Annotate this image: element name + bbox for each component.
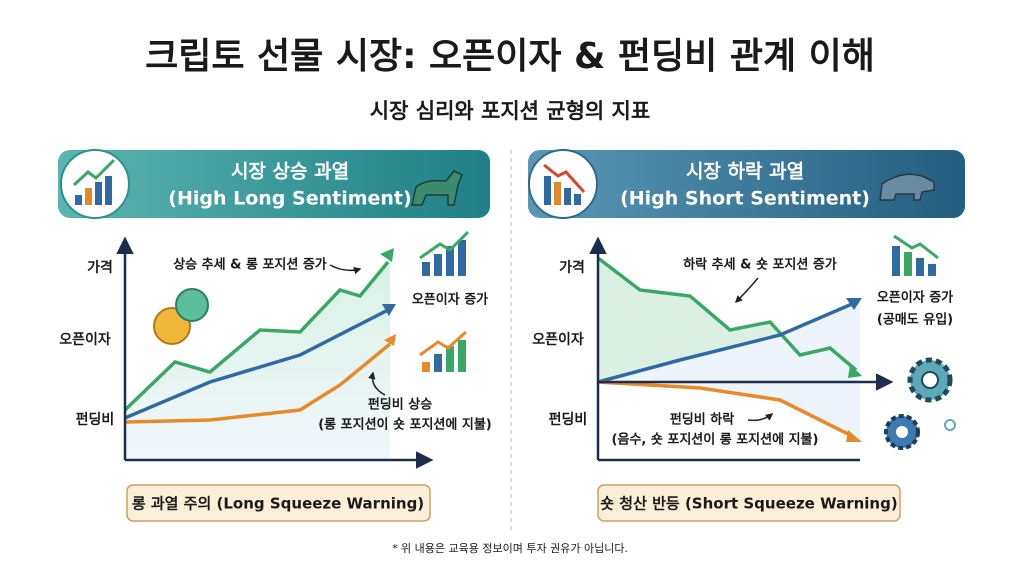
right-panel: 시장 하락 과열 (High Short Sentiment) 가격 오픈이자 …	[528, 149, 965, 522]
price-line	[596, 256, 858, 372]
axis-label: 펀딩비	[76, 411, 115, 428]
area	[598, 300, 860, 440]
coin-icon	[175, 288, 209, 322]
oi-line	[597, 302, 853, 384]
header	[528, 150, 965, 218]
bull-icon	[411, 170, 463, 206]
footnote: * 위 내용은 교육용 정보이며 투자 권유가 아닙니다.	[392, 542, 628, 555]
axis-label: 펀딩비	[549, 411, 588, 428]
gear-icon	[884, 357, 956, 450]
annotation: 하락 추세 & 숏 포지션 증가	[683, 257, 837, 273]
axis-label: 가격	[559, 259, 585, 276]
mini-chart-icon	[419, 230, 470, 372]
left-panel: 시장 상승 과열 (High Long Sentiment) 가격 오픈이자 펀…	[58, 149, 492, 522]
axis-label: 오픈이자	[532, 331, 584, 348]
funding-line	[124, 342, 392, 424]
subtitle: 시장 심리와 포지션 균형의 지표	[370, 99, 650, 123]
annotation: 펀딩비 상승	[368, 397, 432, 413]
mini-chart-icon	[892, 234, 939, 276]
annotation: (롱 포지션이 숏 포지션에 지불)	[318, 417, 492, 433]
annotation: (음수, 숏 포지션이 롱 포지션에 지불)	[612, 432, 819, 448]
axis-label: 가격	[87, 259, 113, 276]
header-subtitle: (High Long Sentiment)	[168, 188, 411, 210]
bear-icon	[879, 173, 935, 201]
annotation: 오픈이자 증가	[412, 292, 488, 308]
header-subtitle: (High Short Sentiment)	[620, 188, 870, 210]
warning-box	[126, 484, 431, 522]
annotation: 펀딩비 하락	[670, 412, 734, 428]
warning-box	[597, 484, 901, 522]
oi-line	[124, 308, 389, 420]
warning: 숏 청산 반등 (Short Squeeze Warning)	[600, 495, 897, 513]
annotation: 오픈이자 증가	[877, 290, 953, 306]
title: 크립토 선물 시장: 오픈이자 & 펀딩비 관계 이해	[145, 36, 875, 77]
warning: 롱 과열 주의 (Long Squeeze Warning)	[132, 495, 424, 513]
icon	[528, 149, 598, 219]
axis-label: 오픈이자	[59, 331, 111, 348]
header-title: 시장 하락 과열	[686, 161, 804, 183]
annotation: 상승 추세 & 롱 포지션 증가	[173, 257, 327, 273]
header-title: 시장 상승 과열	[231, 161, 349, 183]
price-line	[123, 260, 390, 412]
annotation: (공매도 유입)	[877, 313, 953, 328]
funding-line	[597, 380, 853, 438]
header	[58, 150, 490, 218]
